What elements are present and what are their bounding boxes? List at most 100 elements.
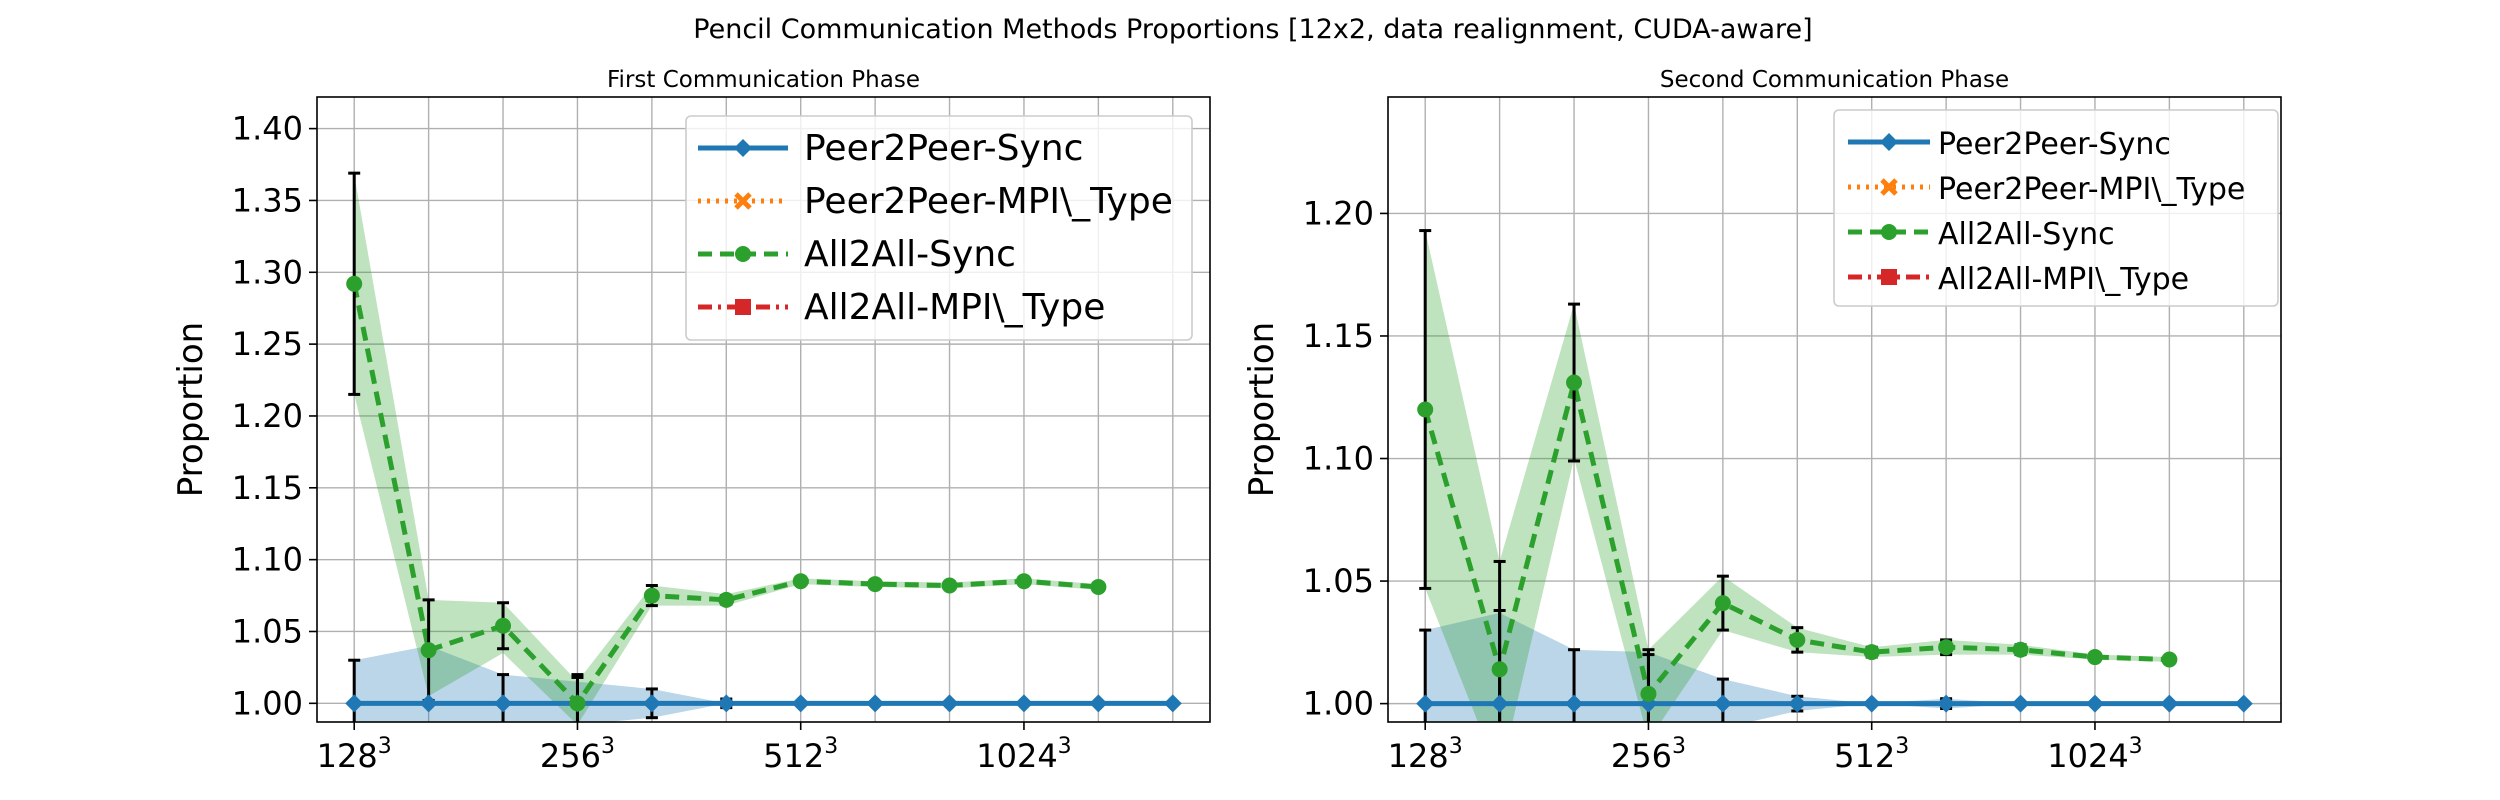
- y-tick-label: 1.15: [232, 469, 303, 507]
- data-point: [1640, 685, 1657, 702]
- data-point: [1862, 694, 1881, 713]
- axes-frame: [1387, 96, 2282, 723]
- legend-marker: [1881, 224, 1897, 240]
- legend-item: All2All-MPI\_Type: [698, 287, 1105, 328]
- data-point: [1490, 694, 1509, 713]
- confidence-band: [1425, 612, 2244, 722]
- data-point: [419, 694, 438, 713]
- panel-title: First Communication Phase: [607, 67, 920, 93]
- data-point: [1491, 661, 1508, 678]
- y-tick-label: 1.00: [1303, 685, 1374, 723]
- data-point: [346, 275, 363, 292]
- data-point: [643, 587, 660, 604]
- x-tick-label: 10243: [976, 734, 1071, 775]
- y-tick-label: 1.30: [232, 253, 303, 291]
- legend-frame: [1833, 109, 2279, 307]
- legend: Peer2Peer-Sync Peer2Peer-MPI\_Type All2All…: [685, 115, 1193, 341]
- data-point: [792, 573, 809, 590]
- legend-item: All2All-Sync: [1848, 217, 2115, 252]
- data-point: [1863, 644, 1880, 661]
- data-point: [2012, 641, 2029, 658]
- x-tick-label: 1283: [317, 734, 392, 775]
- data-point: [2085, 694, 2104, 713]
- data-point: [1938, 639, 1955, 656]
- x-tick-label: 1283: [1388, 734, 1463, 775]
- data-point: [2161, 651, 2178, 668]
- legend-marker: [734, 192, 752, 210]
- data-point: [2160, 694, 2179, 713]
- x-tick-label: 5123: [1834, 734, 1909, 775]
- data-point: [791, 694, 810, 713]
- legend-item: Peer2Peer-Sync: [1848, 127, 2171, 162]
- panel-second-phase: Second Communication Phase 1.00 1.05 1.10 1.…: [1242, 67, 2282, 775]
- legend-item: Peer2Peer-MPI\_Type: [1848, 172, 2245, 207]
- plot-area: [345, 171, 1182, 722]
- data-point: [940, 694, 959, 713]
- legend-marker: [735, 246, 751, 262]
- y-tick-label: 1.00: [232, 684, 303, 722]
- series-line: [351, 283, 1099, 708]
- data-point: [1788, 694, 1807, 713]
- panel-first-phase: First Communication Phase 1.00 1.05 1.10 1.1…: [171, 67, 1211, 775]
- data-point: [569, 695, 586, 712]
- data-point: [642, 694, 661, 713]
- data-point: [1566, 374, 1583, 391]
- x-tick-label: 5123: [763, 734, 838, 775]
- axes-frame: [316, 96, 1211, 723]
- legend-label: All2All-MPI\_Type: [804, 287, 1105, 328]
- data-point: [941, 577, 958, 594]
- legend-item: All2All-Sync: [698, 234, 1016, 275]
- x-tick-label: 2563: [540, 734, 615, 775]
- figure-title: Pencil Communication Methods Proportions…: [693, 14, 1812, 45]
- y-axis-label: Proportion: [1242, 322, 1282, 497]
- data-point: [1090, 578, 1107, 595]
- y-tick-label: 1.40: [232, 110, 303, 148]
- y-tick-label: 1.25: [232, 325, 303, 363]
- legend-frame: [685, 115, 1193, 341]
- y-tick-label: 1.05: [232, 612, 303, 650]
- legend-label: All2All-Sync: [1938, 217, 2115, 252]
- data-point: [1789, 631, 1806, 648]
- data-point: [1416, 694, 1435, 713]
- legend-marker: [1880, 178, 1898, 196]
- y-tick-label: 1.10: [232, 541, 303, 579]
- data-point: [420, 642, 437, 659]
- legend-marker: [734, 139, 752, 157]
- y-tick-label: 1.20: [1303, 194, 1374, 232]
- data-point: [1714, 595, 1731, 612]
- data-point: [494, 694, 513, 713]
- data-point: [1713, 694, 1732, 713]
- data-point: [1089, 694, 1108, 713]
- confidence-band: [1425, 230, 2170, 722]
- data-point: [718, 591, 735, 608]
- data-point: [2086, 649, 2103, 666]
- data-point: [2011, 694, 2030, 713]
- legend-label: Peer2Peer-Sync: [1938, 127, 2171, 162]
- y-axis-label: Proportion: [171, 322, 211, 497]
- data-point: [1417, 401, 1434, 418]
- y-tick-label: 1.15: [1303, 317, 1374, 355]
- x-tick-label: 2563: [1611, 734, 1686, 775]
- legend-item: All2All-MPI\_Type: [1848, 262, 2189, 297]
- legend-item: Peer2Peer-Sync: [698, 128, 1083, 169]
- data-point: [495, 617, 512, 634]
- legend-marker: [1880, 133, 1898, 151]
- legend-label: Peer2Peer-Sync: [804, 128, 1083, 169]
- legend-item: Peer2Peer-MPI\_Type: [698, 181, 1173, 222]
- y-tick-label: 1.35: [232, 181, 303, 219]
- legend-label: Peer2Peer-MPI\_Type: [1938, 172, 2245, 207]
- legend-marker: [1881, 269, 1897, 285]
- y-tick-label: 1.10: [1303, 440, 1374, 478]
- data-point: [1015, 573, 1032, 590]
- legend-label: Peer2Peer-MPI\_Type: [804, 181, 1173, 222]
- legend-marker: [735, 299, 751, 315]
- data-point: [345, 694, 364, 713]
- data-point: [1565, 694, 1584, 713]
- data-point: [866, 694, 885, 713]
- data-point: [867, 576, 884, 593]
- data-point: [2234, 694, 2253, 713]
- data-point: [1163, 694, 1182, 713]
- legend-label: All2All-Sync: [804, 234, 1016, 275]
- legend-label: All2All-MPI\_Type: [1938, 262, 2189, 297]
